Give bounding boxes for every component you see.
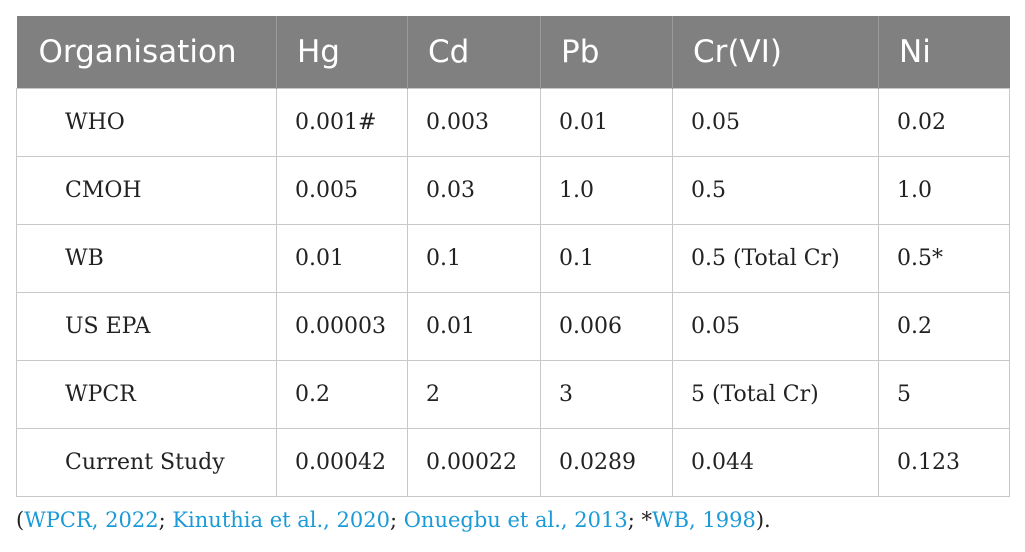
cell-hg: 0.2	[276, 359, 408, 429]
cell-cd: 0.01	[407, 291, 541, 361]
cell-cd: 0.1	[407, 223, 541, 293]
cell-organisation: Current Study	[16, 427, 277, 497]
cell-pb: 0.01	[540, 87, 673, 157]
cell-organisation: US EPA	[16, 291, 277, 361]
footnote-open: (	[16, 508, 25, 532]
cell-cr-vi: 5 (Total Cr)	[672, 359, 879, 429]
cell-organisation: CMOH	[16, 155, 277, 225]
footnote-separator: ; *	[627, 508, 652, 532]
table-row: CMOH 0.005 0.03 1.0 0.5 1.0	[16, 155, 1010, 225]
citation-link-wb[interactable]: WB, 1998	[652, 508, 756, 532]
cell-cr-vi: 0.5	[672, 155, 879, 225]
header-row: Organisation Hg Cd Pb Cr(VI) Ni	[16, 16, 1010, 88]
cell-organisation: WHO	[16, 87, 277, 157]
cell-pb: 0.006	[540, 291, 673, 361]
cell-cd: 2	[407, 359, 541, 429]
cell-hg: 0.00003	[276, 291, 408, 361]
header-hg: Hg	[276, 16, 408, 88]
table-row: US EPA 0.00003 0.01 0.006 0.05 0.2	[16, 291, 1010, 361]
cell-hg: 0.01	[276, 223, 408, 293]
cell-pb: 1.0	[540, 155, 673, 225]
cell-hg: 0.00042	[276, 427, 408, 497]
cell-cd: 0.03	[407, 155, 541, 225]
cell-cr-vi: 0.5 (Total Cr)	[672, 223, 879, 293]
table-footnote: (WPCR, 2022; Kinuthia et al., 2020; Onue…	[16, 508, 771, 532]
cell-ni: 0.02	[878, 87, 1010, 157]
cell-pb: 0.0289	[540, 427, 673, 497]
header-cd: Cd	[407, 16, 541, 88]
cell-ni: 5	[878, 359, 1010, 429]
cell-organisation: WB	[16, 223, 277, 293]
metal-limits-table: Organisation Hg Cd Pb Cr(VI) Ni WHO 0.00…	[16, 16, 1010, 497]
citation-link-onuegbu[interactable]: Onuegbu et al., 2013	[403, 508, 628, 532]
cell-ni: 0.123	[878, 427, 1010, 497]
cell-cr-vi: 0.05	[672, 87, 879, 157]
header-cr-vi: Cr(VI)	[672, 16, 879, 88]
table-row: WHO 0.001# 0.003 0.01 0.05 0.02	[16, 87, 1010, 157]
citation-link-wpcr[interactable]: WPCR, 2022	[24, 508, 159, 532]
cell-cd: 0.00022	[407, 427, 541, 497]
cell-cr-vi: 0.05	[672, 291, 879, 361]
cell-cr-vi: 0.044	[672, 427, 879, 497]
table-row: Current Study 0.00042 0.00022 0.0289 0.0…	[16, 427, 1010, 497]
table-header: Organisation Hg Cd Pb Cr(VI) Ni	[16, 16, 1010, 88]
footnote-close: ).	[755, 508, 771, 532]
cell-cd: 0.003	[407, 87, 541, 157]
table-body: WHO 0.001# 0.003 0.01 0.05 0.02 CMOH 0.0…	[16, 87, 1010, 497]
cell-pb: 3	[540, 359, 673, 429]
footnote-separator: ;	[389, 508, 404, 532]
cell-ni: 0.2	[878, 291, 1010, 361]
cell-hg: 0.005	[276, 155, 408, 225]
cell-ni: 1.0	[878, 155, 1010, 225]
table-row: WB 0.01 0.1 0.1 0.5 (Total Cr) 0.5*	[16, 223, 1010, 293]
cell-organisation: WPCR	[16, 359, 277, 429]
cell-ni: 0.5*	[878, 223, 1010, 293]
header-pb: Pb	[540, 16, 673, 88]
cell-hg: 0.001#	[276, 87, 408, 157]
cell-pb: 0.1	[540, 223, 673, 293]
header-ni: Ni	[878, 16, 1010, 88]
header-organisation: Organisation	[16, 16, 277, 88]
table-row: WPCR 0.2 2 3 5 (Total Cr) 5	[16, 359, 1010, 429]
footnote-separator: ;	[158, 508, 173, 532]
citation-link-kinuthia[interactable]: Kinuthia et al., 2020	[172, 508, 390, 532]
